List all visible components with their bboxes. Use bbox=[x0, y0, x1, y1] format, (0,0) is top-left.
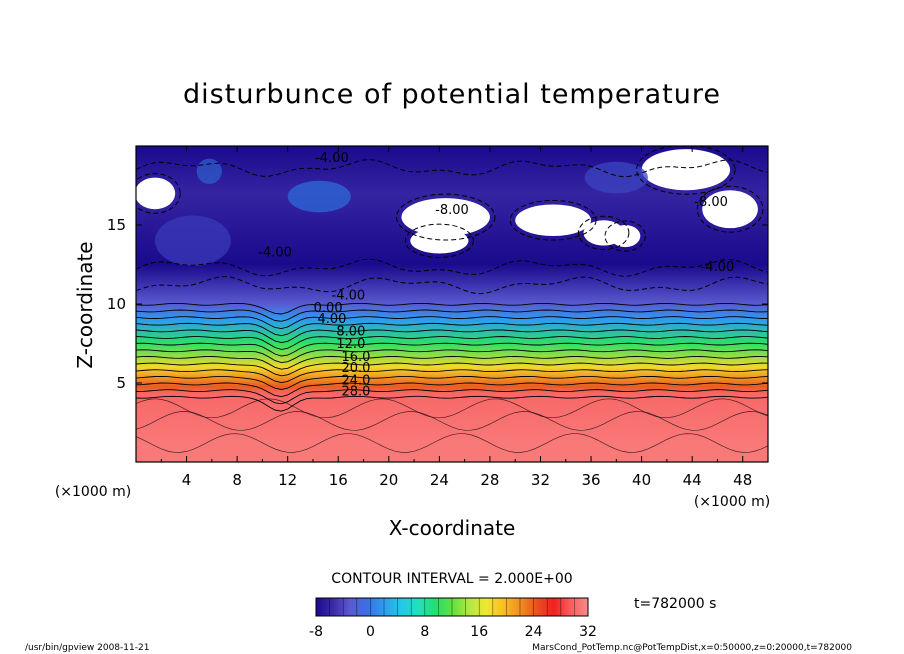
footer-left: /usr/bin/gpview 2008-11-21 bbox=[25, 643, 149, 653]
field-blob bbox=[702, 190, 758, 229]
contour-label: 28.0 bbox=[341, 385, 370, 400]
contour-line bbox=[136, 342, 768, 357]
x-tick-label: 24 bbox=[430, 471, 449, 489]
contour-interval-text: CONTOUR INTERVAL = 2.000E+00 bbox=[331, 571, 572, 587]
x-axis: 4 8 12 16 20 24 28 32 36 40 44 48 bbox=[160, 146, 752, 489]
contour-line-negative bbox=[136, 159, 768, 178]
contour-label: 4.00 bbox=[317, 312, 346, 327]
contour-line bbox=[136, 329, 768, 344]
contour-line bbox=[136, 433, 768, 453]
contour-label: 0.00 bbox=[314, 301, 343, 316]
contour-line bbox=[136, 349, 768, 364]
contour-label: -4.00 bbox=[258, 246, 292, 261]
contour-line-negative bbox=[395, 193, 496, 241]
x-tick-label: 48 bbox=[733, 471, 752, 489]
x-tick-label: 8 bbox=[232, 471, 242, 489]
x-tick-label: 28 bbox=[480, 471, 499, 489]
field-blob bbox=[410, 228, 469, 254]
contour-label: -4.00 bbox=[332, 288, 366, 303]
contour-line bbox=[136, 395, 768, 412]
contour-line bbox=[136, 362, 768, 377]
contour-line-negative bbox=[604, 220, 646, 252]
colorbar-tick-label: 0 bbox=[366, 624, 375, 640]
contour-label: 20.0 bbox=[341, 361, 370, 376]
field-blob bbox=[154, 215, 231, 267]
field-blob bbox=[401, 198, 490, 237]
field-blob bbox=[584, 161, 648, 194]
colorbar-tick-label: 8 bbox=[420, 624, 429, 640]
contour-line-negative bbox=[509, 199, 597, 241]
field-blob bbox=[641, 149, 731, 191]
field-blob bbox=[196, 158, 222, 184]
x-tick-label: 32 bbox=[531, 471, 550, 489]
contour-line bbox=[136, 336, 768, 350]
x-tick-label: 4 bbox=[182, 471, 192, 489]
contour-lines bbox=[136, 146, 768, 453]
contour-labels: -4.00-8.00-8.00-4.00-4.00-4.000.004.008.… bbox=[258, 151, 734, 400]
colorbar-tick-label: 32 bbox=[579, 624, 597, 640]
contour-label: -4.00 bbox=[701, 260, 735, 275]
field-blob bbox=[287, 180, 351, 213]
y-tick-label: 15 bbox=[107, 216, 126, 234]
contour-line-negative bbox=[136, 258, 768, 277]
contour-label: 24.0 bbox=[341, 374, 370, 389]
contour-line bbox=[136, 316, 768, 330]
colorbar-tick-label: 24 bbox=[525, 624, 543, 640]
colorbar-tick-label: -8 bbox=[309, 624, 323, 640]
x-tick-label: 20 bbox=[379, 471, 398, 489]
contour-line bbox=[136, 369, 768, 384]
contour-label: 12.0 bbox=[336, 337, 365, 352]
x-unit-right: (×1000 m) bbox=[694, 494, 770, 510]
contour-line bbox=[136, 411, 768, 431]
contour-line bbox=[136, 322, 768, 337]
x-unit-left: (×1000 m) bbox=[55, 484, 131, 500]
colorbar-tick-label: 16 bbox=[470, 624, 488, 640]
x-tick-label: 12 bbox=[278, 471, 297, 489]
contour-label: -8.00 bbox=[435, 203, 469, 218]
contour-line bbox=[136, 382, 768, 398]
contour-line-negative bbox=[696, 185, 764, 233]
contour-label: -4.00 bbox=[315, 151, 349, 166]
chart-title: disturbunce of potential temperature bbox=[183, 79, 721, 110]
contour-label: 16.0 bbox=[341, 350, 370, 365]
time-label: t=782000 s bbox=[634, 596, 716, 612]
x-tick-label: 44 bbox=[683, 471, 702, 489]
contour-label: 8.00 bbox=[336, 325, 365, 340]
colorbar: -8 0 8 16 24 32 bbox=[309, 597, 597, 640]
plot-area: -4.00-8.00-8.00-4.00-4.00-4.000.004.008.… bbox=[135, 145, 769, 463]
field-blob bbox=[515, 204, 592, 237]
contour-line bbox=[136, 375, 768, 390]
contour-line bbox=[136, 302, 768, 315]
contour-line-negative bbox=[404, 223, 474, 258]
x-tick-label: 16 bbox=[329, 471, 348, 489]
y-axis-label: Z-coordinate bbox=[73, 241, 97, 368]
contour-line bbox=[136, 398, 768, 419]
x-tick-label: 40 bbox=[632, 471, 651, 489]
contour-line bbox=[136, 389, 768, 405]
x-tick-label: 36 bbox=[581, 471, 600, 489]
y-axis: 5 10 15 bbox=[107, 216, 768, 392]
contour-line-negative bbox=[636, 146, 736, 195]
contour-line bbox=[136, 309, 768, 322]
footer-right: MarsCond_PotTemp.nc@PotTempDist,x=0:5000… bbox=[532, 643, 852, 653]
y-tick-label: 5 bbox=[116, 374, 126, 392]
contour-line-negative bbox=[136, 173, 181, 214]
contour-line-negative bbox=[577, 215, 630, 251]
x-axis-label: X-coordinate bbox=[389, 516, 516, 540]
field-blob bbox=[136, 177, 176, 210]
y-tick-label: 10 bbox=[107, 295, 126, 313]
contour-label: -8.00 bbox=[694, 195, 728, 210]
contour-line bbox=[136, 356, 768, 370]
contour-line-negative bbox=[136, 275, 768, 295]
field-blob bbox=[610, 225, 641, 248]
colorbar-ticks: -8 0 8 16 24 32 bbox=[309, 598, 597, 640]
